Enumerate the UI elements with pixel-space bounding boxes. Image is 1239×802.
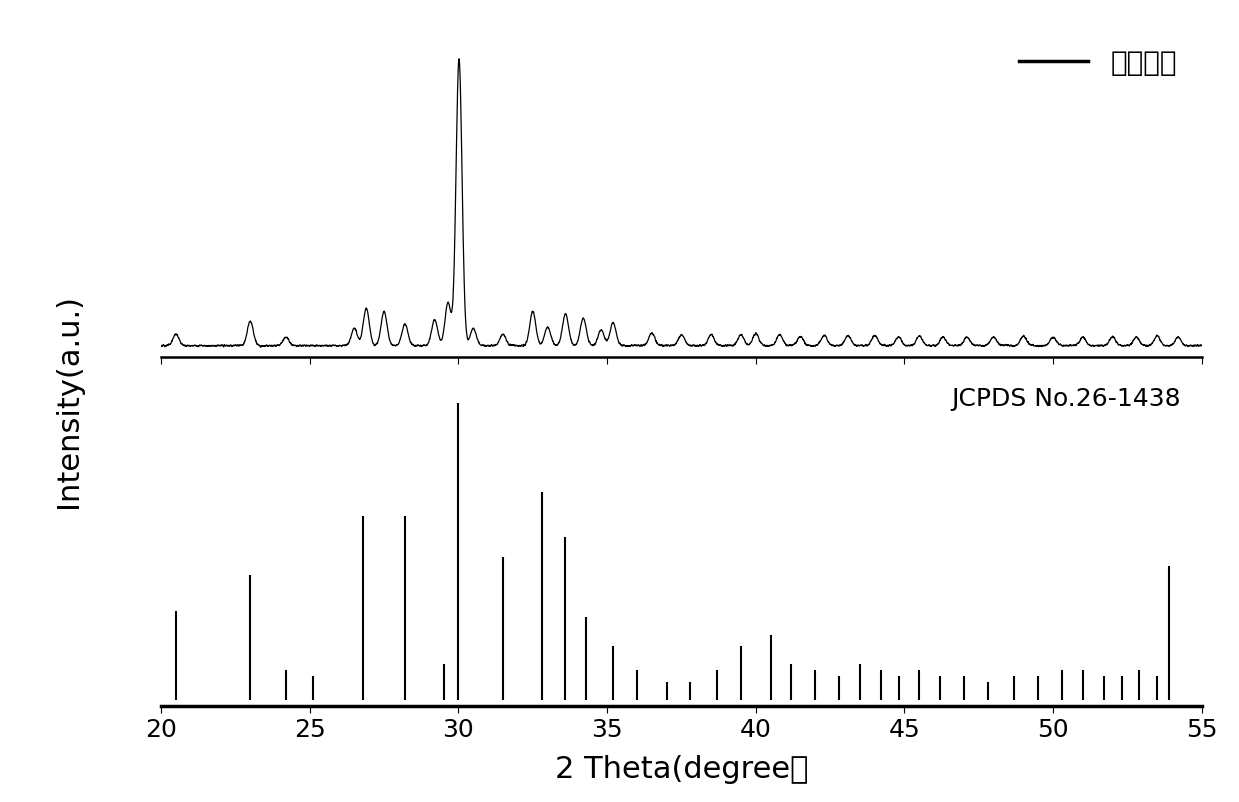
X-axis label: 2 Theta(degree）: 2 Theta(degree） [555,755,808,784]
Legend: 实施例一: 实施例一 [1007,38,1188,88]
Text: JCPDS No.26-1438: JCPDS No.26-1438 [952,387,1181,411]
Text: Intensity(a.u.): Intensity(a.u.) [53,294,83,508]
